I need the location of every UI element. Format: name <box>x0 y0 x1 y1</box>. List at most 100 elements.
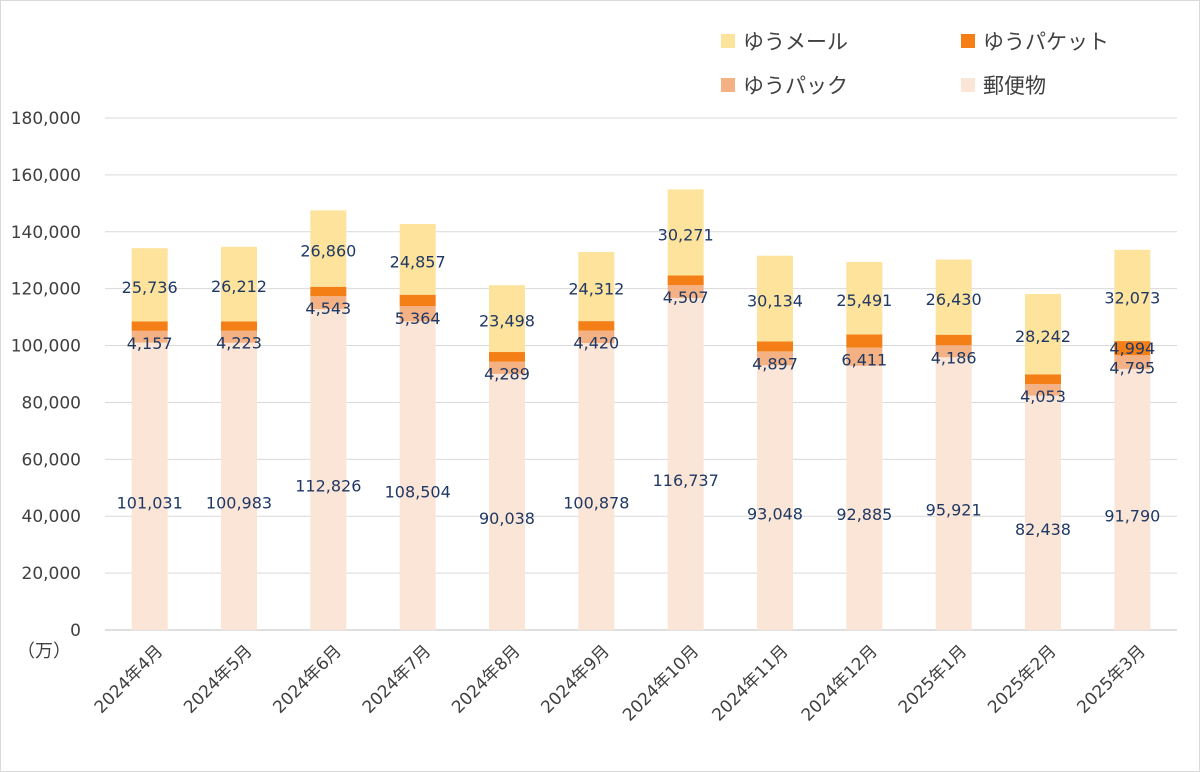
legend-label: 郵便物 <box>983 74 1046 98</box>
data-label: 32,073 <box>1104 288 1160 307</box>
data-labels: 101,031 4,157 25,736 100,983 4,223 26,212 112,… <box>117 225 1161 538</box>
bar-segment <box>399 306 436 322</box>
gridlines <box>105 117 1177 631</box>
data-label: 30,271 <box>658 225 714 244</box>
bar-segment <box>221 330 257 343</box>
x-tick-label: 2024年11月 <box>708 641 792 725</box>
bar-segment <box>846 365 883 630</box>
data-label: 23,498 <box>479 312 535 331</box>
bar-segment <box>757 365 793 630</box>
y-tick-label: 180,000 <box>11 109 81 129</box>
x-tick-label: 2024年10月 <box>619 641 703 725</box>
data-label: 100,983 <box>206 493 272 512</box>
bar-segment <box>935 357 972 630</box>
bar-segment <box>1025 293 1061 375</box>
bar-segment <box>846 261 883 335</box>
bar-segment <box>489 361 525 374</box>
data-label: 4,186 <box>931 348 977 367</box>
bar-segment <box>221 321 257 331</box>
bar-segment <box>131 321 168 331</box>
bar-segment <box>667 275 704 286</box>
legend-label: ゆうパケット <box>983 30 1109 54</box>
bar-segment <box>667 189 704 276</box>
bar-segment <box>578 251 615 322</box>
data-label: 4,795 <box>1109 358 1155 377</box>
data-label: 4,223 <box>216 334 262 353</box>
y-axis-ticks: 0 20,000 40,000 60,000 80,000 100,000 120,000 1… <box>11 109 81 641</box>
bar-segment <box>221 342 257 630</box>
bar-segment <box>1114 249 1151 342</box>
bar-segment <box>489 352 525 362</box>
data-label: 24,312 <box>568 280 624 299</box>
bar-segment <box>846 347 883 366</box>
x-tick-label: 2024年8月 <box>448 641 524 717</box>
bar-segment <box>131 330 168 343</box>
data-label: 26,430 <box>926 290 982 309</box>
bar-segment <box>310 309 347 630</box>
bar-segment <box>757 255 793 342</box>
legend-swatch <box>961 78 975 92</box>
y-tick-label: 100,000 <box>11 337 81 357</box>
data-label: 112,826 <box>295 477 361 496</box>
bar-segment <box>399 294 436 307</box>
data-label: 28,242 <box>1015 327 1071 346</box>
bar-segment <box>935 334 972 346</box>
data-label: 26,212 <box>211 277 267 296</box>
data-label: 100,878 <box>563 494 629 513</box>
y-tick-label: 40,000 <box>22 507 81 527</box>
data-label: 93,048 <box>747 505 803 524</box>
y-tick-label: 20,000 <box>22 564 81 584</box>
data-label: 116,737 <box>653 471 719 490</box>
bar-segment <box>310 296 347 310</box>
bars <box>131 189 1151 630</box>
bar-segment <box>935 259 972 335</box>
data-label: 24,857 <box>390 252 446 271</box>
x-axis-ticks: 2024年4月 2024年5月 2024年6月 2024年7月 2024年8月 2024年… <box>91 641 1150 725</box>
bar-segment <box>131 342 168 630</box>
bar-segment <box>1025 395 1061 630</box>
x-tick-label: 2024年9月 <box>537 641 613 717</box>
data-label: 4,897 <box>752 354 798 373</box>
data-label: 4,994 <box>1109 339 1155 358</box>
data-label: 4,507 <box>663 288 709 307</box>
data-label: 90,038 <box>479 509 535 528</box>
x-tick-label: 2025年2月 <box>984 641 1060 717</box>
bar-segment <box>399 224 436 295</box>
bar-segment <box>578 343 615 630</box>
x-tick-label: 2025年3月 <box>1073 641 1149 717</box>
y-tick-label: 60,000 <box>22 450 81 470</box>
bar-segment <box>221 246 257 322</box>
x-tick-label: 2024年4月 <box>91 641 167 717</box>
bar-segment <box>489 285 525 353</box>
data-label: 82,438 <box>1015 520 1071 539</box>
y-tick-label: 140,000 <box>11 223 81 243</box>
bar-segment <box>1114 355 1151 369</box>
bar-segment <box>1025 374 1061 384</box>
bar-segment <box>935 345 972 358</box>
bar-segment <box>1025 383 1061 396</box>
data-label: 4,289 <box>484 365 530 384</box>
bar-segment <box>667 297 704 630</box>
data-label: 92,885 <box>836 505 892 524</box>
data-label: 101,031 <box>117 493 183 512</box>
y-tick-label: 160,000 <box>11 166 81 186</box>
data-label: 91,790 <box>1104 506 1160 525</box>
bar-segment <box>846 334 883 348</box>
bar-segment <box>489 373 525 630</box>
y-tick-label: 0 <box>70 621 81 641</box>
data-label: 108,504 <box>385 483 451 502</box>
bar-segment <box>757 351 793 366</box>
y-tick-label: 80,000 <box>22 393 81 413</box>
y-axis-unit-label: （万） <box>17 641 71 662</box>
bar-segment <box>310 286 347 297</box>
bar-segment <box>578 321 615 331</box>
data-label: 6,411 <box>841 351 887 370</box>
bar-segment <box>667 285 704 298</box>
data-label: 4,420 <box>573 333 619 352</box>
data-label: 26,860 <box>300 242 356 261</box>
x-tick-label: 2024年6月 <box>269 641 345 717</box>
x-tick-label: 2025年1月 <box>895 641 971 717</box>
